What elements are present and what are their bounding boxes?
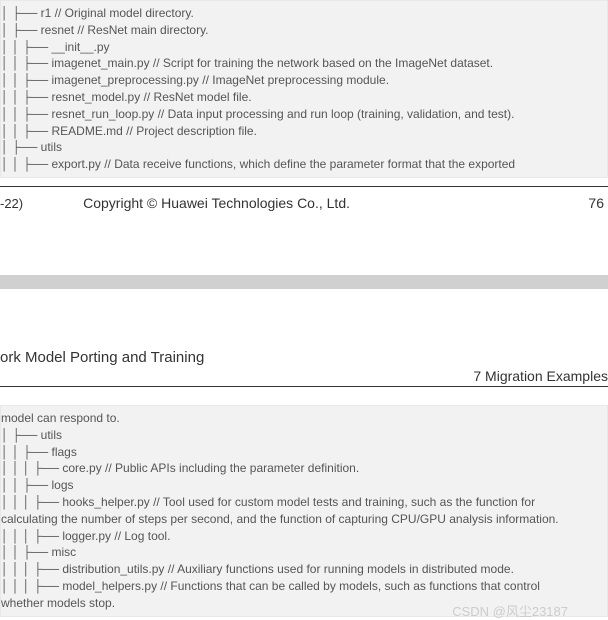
tree-line: │ │ ├── __init__.py [1,39,607,56]
tree-line: │ ├── utils [1,139,607,156]
tree-line: │ │ ├── imagenet_main.py // Script for t… [1,55,607,72]
page-separator [0,275,608,289]
tree-line: │ │ │ ├── logger.py // Log tool. [1,528,607,545]
footer-date-fragment: -22) [0,196,23,211]
section-heading: 7 Migration Examples [473,368,608,384]
footer-page-number: 76 [588,195,604,211]
page-gap [0,215,608,275]
tree-line: │ │ ├── resnet_model.py // ResNet model … [1,89,607,106]
page-header: ork Model Porting and Training 7 Migrati… [0,289,608,387]
tree-line: │ │ ├── flags [1,444,607,461]
section-heading-row: 7 Migration Examples [0,368,608,387]
tree-line: model can respond to. [1,410,607,427]
tree-line: │ │ ├── resnet_run_loop.py // Data input… [1,106,607,123]
tree-line: │ │ ├── export.py // Data receive functi… [1,156,607,173]
tree-line: │ ├── utils [1,427,607,444]
tree-line: │ │ │ ├── hooks_helper.py // Tool used f… [1,494,607,511]
code-tree-page1: │ ├── r1 // Original model directory. │ … [0,0,608,178]
tree-line: │ │ │ ├── distribution_utils.py // Auxil… [1,561,607,578]
page-footer: -22) Copyright © Huawei Technologies Co.… [0,186,608,215]
document-title-fragment: ork Model Porting and Training [0,349,608,368]
tree-line: │ │ │ ├── core.py // Public APIs includi… [1,460,607,477]
footer-copyright: Copyright © Huawei Technologies Co., Ltd… [23,195,588,211]
tree-line: │ ├── r1 // Original model directory. [1,5,607,22]
csdn-watermark: CSDN @风尘23187 [0,601,608,620]
tree-line: │ ├── resnet // ResNet main directory. [1,22,607,39]
tree-line: calculating the number of steps per seco… [1,511,607,528]
tree-line: │ │ │ ├── model_helpers.py // Functions … [1,578,607,595]
tree-line: │ │ ├── README.md // Project description… [1,123,607,140]
tree-line: │ │ ├── logs [1,477,607,494]
tree-line: │ │ ├── imagenet_preprocessing.py // Ima… [1,72,607,89]
code-tree-page2: model can respond to. │ ├── utils │ │ ├─… [0,405,608,617]
tree-line: │ │ ├── misc [1,544,607,561]
